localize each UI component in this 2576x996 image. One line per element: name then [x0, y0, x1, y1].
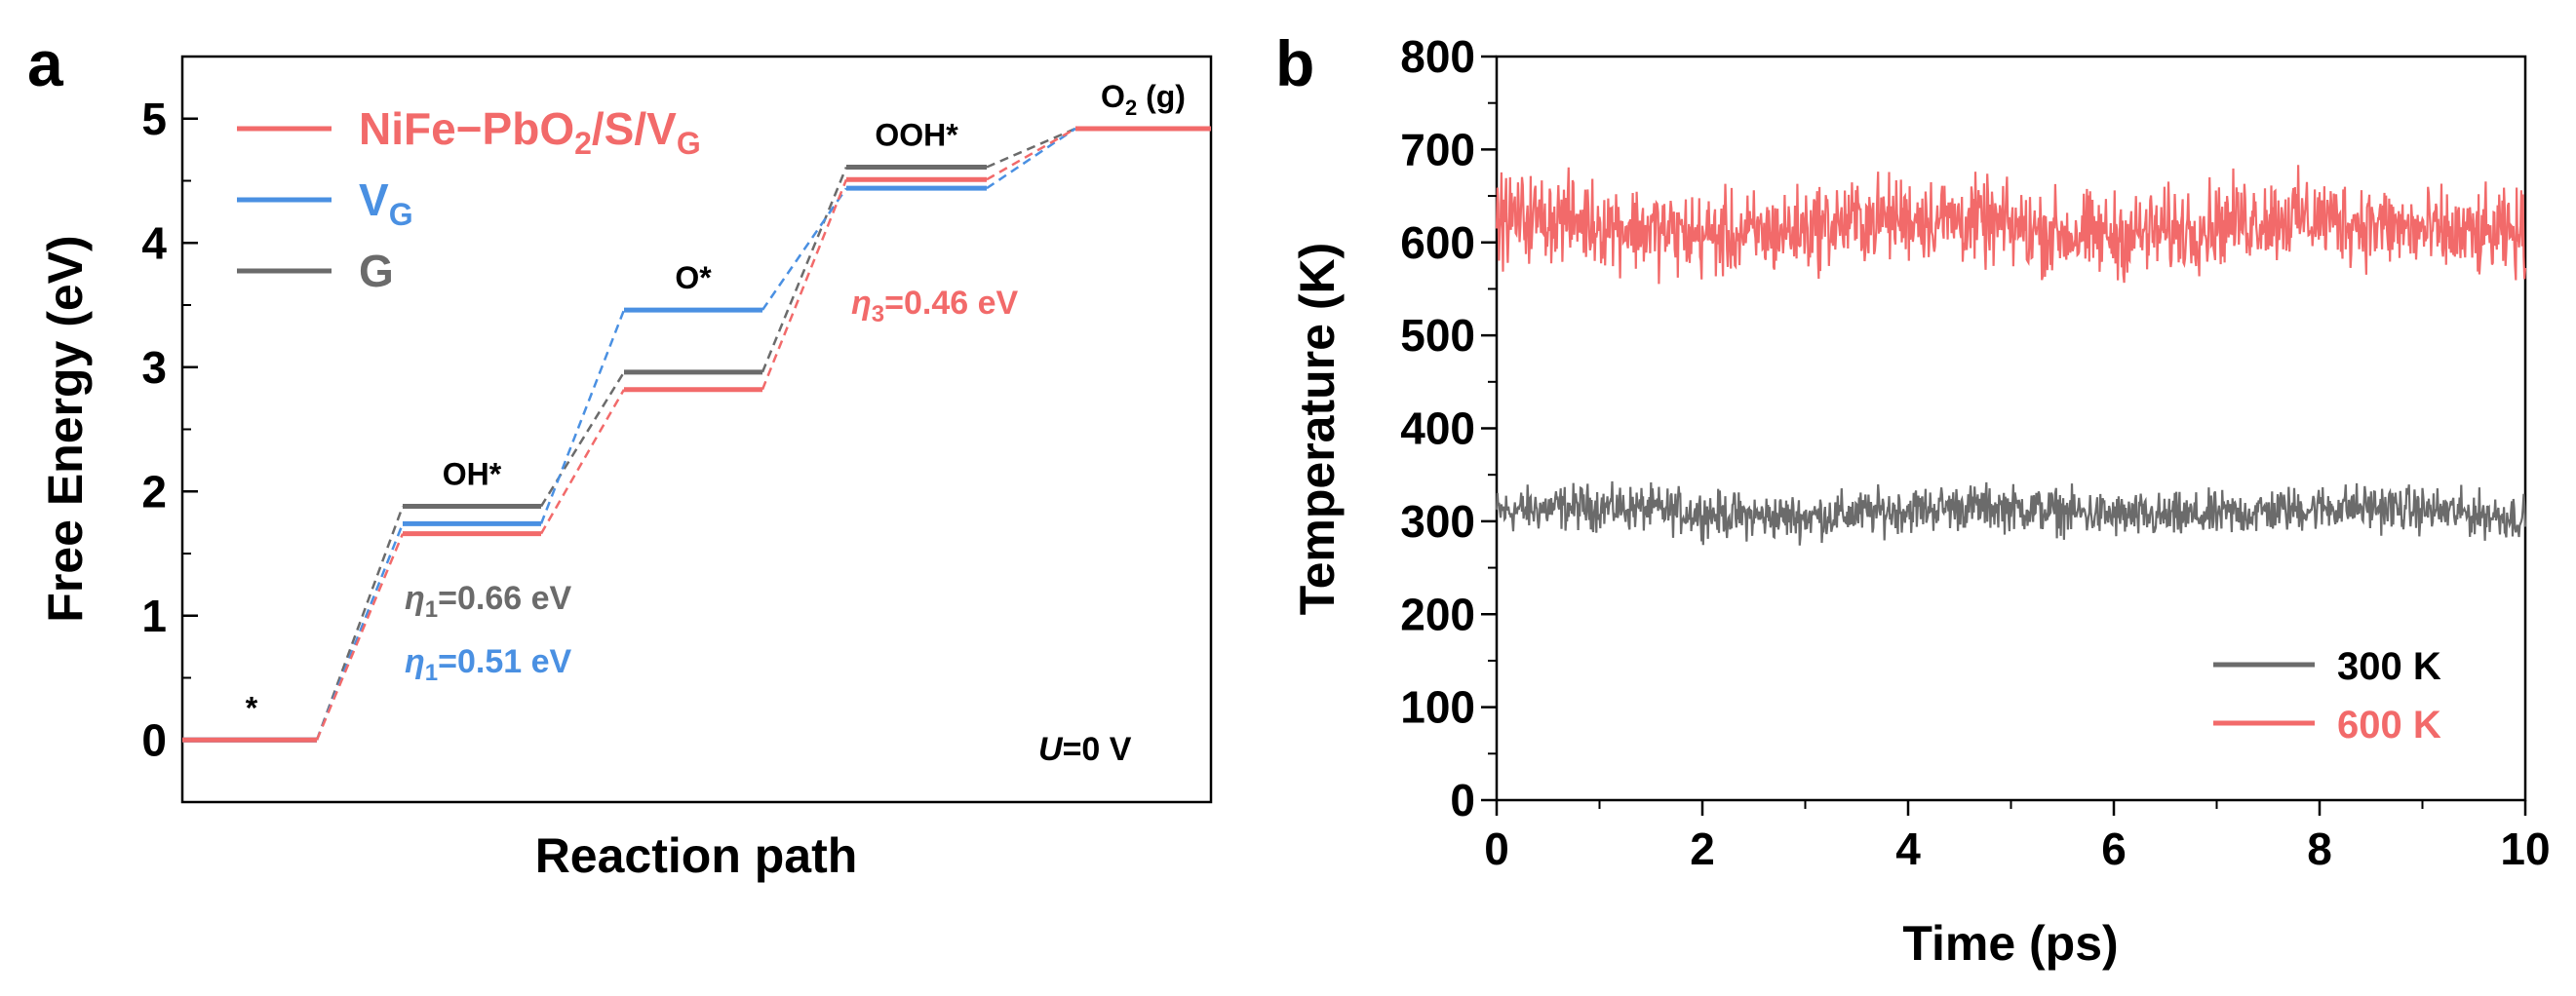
y-tick-label-5: 5 — [141, 94, 167, 144]
panel-b-legend: 300 K 600 K — [2213, 645, 2441, 747]
state-label-4: O2 (g) — [1101, 79, 1186, 120]
legend-label-0: 300 K — [2337, 645, 2441, 688]
connector-VG-3 — [986, 127, 1076, 190]
y-tick-label-0: 0 — [141, 714, 167, 765]
legend-label-2: G — [359, 246, 394, 296]
annotation-3: U=0 V — [1038, 731, 1132, 768]
x-tick-label-0: 0 — [1484, 824, 1509, 874]
connector-NiFe-PbO2/S/VG-2 — [761, 178, 848, 391]
y-tick-label-6: 600 — [1400, 217, 1475, 268]
annotation-1: η1=0.51 eV — [405, 643, 572, 686]
state-label-3: OOH* — [875, 117, 958, 152]
y-tick-label-0: 0 — [1450, 775, 1475, 825]
annotation-2: η3=0.46 eV — [851, 285, 1019, 327]
panel-a-state-labels: * OH* O* OOH* O2 (g) — [246, 79, 1186, 725]
x-tick-label-5: 10 — [2500, 824, 2550, 874]
panel-a-frame — [180, 55, 1213, 804]
state-label-2: O* — [675, 260, 712, 295]
state-label-0: * — [246, 690, 258, 725]
connector-VG-1 — [539, 309, 626, 524]
series-line-600-K — [1495, 165, 2527, 285]
panel-b-axes: 0 100 200 300 400 500 600 700 800 0 2 4 6 8 10 — [1400, 31, 2550, 874]
y-tick-label-5: 500 — [1400, 310, 1475, 361]
legend-label-0: NiFe−PbO2/S/VG — [359, 103, 701, 161]
connector-VG-2 — [761, 187, 848, 311]
x-tick-label-3: 6 — [2101, 824, 2127, 874]
panel-a-annotations: η1=0.66 eV η1=0.51 eV η3=0.46 eV U=0 V — [405, 285, 1132, 768]
y-tick-label-1: 100 — [1400, 682, 1475, 733]
connector-G-3 — [986, 127, 1076, 169]
x-tick-label-2: 4 — [1895, 824, 1921, 874]
y-tick-label-3: 3 — [141, 342, 167, 393]
y-tick-label-4: 4 — [141, 217, 167, 268]
connector-NiFe-PbO2/S/VG-0 — [315, 533, 405, 741]
y-tick-label-2: 200 — [1400, 589, 1475, 639]
panel-a-levels — [182, 126, 1211, 743]
connector-NiFe-PbO2/S/VG-1 — [539, 389, 626, 535]
panel-b-frame — [1495, 55, 2527, 802]
connector-NiFe-PbO2/S/VG-3 — [986, 127, 1076, 181]
panel-a-legend: NiFe−PbO2/S/VG VG G — [237, 103, 701, 296]
annotation-0: η1=0.66 eV — [405, 580, 572, 623]
panel-a-x-title: Reaction path — [535, 828, 858, 883]
connector-VG-0 — [315, 522, 405, 741]
y-tick-label-2: 2 — [141, 466, 167, 517]
connector-G-1 — [539, 371, 626, 508]
legend-label-1: 600 K — [2337, 704, 2441, 747]
panel-a-y-axis: 0 1 2 3 4 5 — [141, 94, 198, 765]
panel-b: b 0 100 200 300 400 500 600 700 800 0 2 4 6 8 10 300 K… — [1275, 27, 2551, 971]
y-tick-label-1: 1 — [141, 591, 167, 641]
panel-b-label: b — [1275, 27, 1314, 99]
y-tick-label-4: 400 — [1400, 403, 1475, 454]
panel-b-x-title: Time (ps) — [1902, 916, 2118, 971]
y-tick-label-7: 700 — [1400, 124, 1475, 174]
panel-a-y-title: Free Energy (eV) — [38, 235, 93, 622]
state-label-1: OH* — [443, 457, 502, 492]
x-tick-label-4: 8 — [2307, 824, 2332, 874]
panel-b-y-title: Temperature (K) — [1290, 243, 1345, 615]
panel-a-label: a — [27, 27, 64, 99]
panel-b-series — [1495, 165, 2527, 546]
connector-G-2 — [761, 167, 848, 373]
connector-G-0 — [315, 506, 405, 741]
y-tick-label-8: 800 — [1400, 31, 1475, 82]
legend-label-1: VG — [359, 174, 413, 232]
y-tick-label-3: 300 — [1400, 496, 1475, 547]
panel-a-connectors — [315, 127, 1076, 741]
x-tick-label-1: 2 — [1690, 824, 1715, 874]
series-line-300-K — [1495, 480, 2527, 546]
